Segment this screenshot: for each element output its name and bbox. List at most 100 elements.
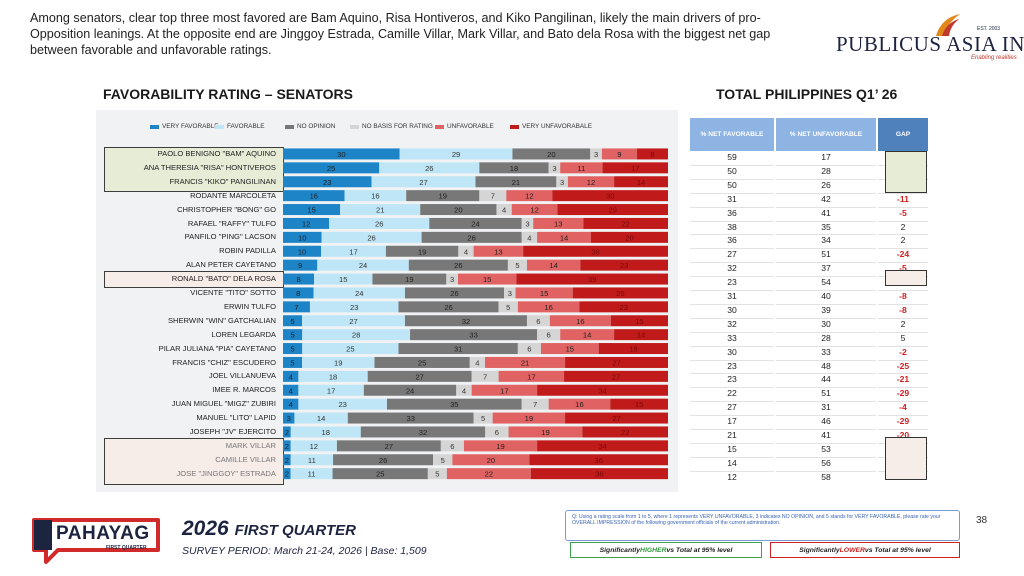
bar-segment <box>321 245 386 257</box>
bar-value-label: 5 <box>515 261 519 270</box>
gap-value: -24 <box>896 249 910 260</box>
bar-segment <box>283 440 291 452</box>
row-divider <box>776 345 876 347</box>
bar-segment <box>283 176 372 188</box>
table-cell: 17 <box>821 152 831 162</box>
bar-value-label: 12 <box>302 219 310 228</box>
bar-value-label: 21 <box>521 358 529 367</box>
bar-value-label: 27 <box>419 178 427 187</box>
gap-box-bottom <box>885 437 927 480</box>
bar-segment <box>537 384 668 396</box>
bar-segment <box>516 273 668 285</box>
row-divider <box>878 206 928 208</box>
bar-segment <box>446 273 458 285</box>
bar-segment <box>521 217 534 229</box>
table-cell: 22 <box>727 388 737 399</box>
bar-value-label: 4 <box>289 386 293 395</box>
bar-value-label: 26 <box>467 233 475 242</box>
bar-segment <box>379 162 480 174</box>
bar-segment <box>283 301 310 313</box>
row-divider <box>690 262 774 264</box>
row-divider <box>690 276 774 278</box>
table-cell: 31 <box>821 402 831 413</box>
row-divider <box>690 429 774 430</box>
row-divider <box>878 317 928 319</box>
bar-segment <box>283 454 291 466</box>
row-divider <box>690 470 774 472</box>
legend-label: UNFAVORABLE <box>447 123 494 130</box>
gap-value: 2 <box>900 221 906 232</box>
bar-segment <box>399 148 513 160</box>
gap-box-dela-rosa <box>885 270 927 286</box>
table-cell: 17 <box>727 416 737 427</box>
row-divider <box>690 206 774 208</box>
bar-segment <box>309 301 399 313</box>
bar-value-label: 3 <box>508 289 512 298</box>
bar-segment <box>363 384 457 396</box>
bar-value-label: 17 <box>527 372 535 381</box>
table-cell: 30 <box>727 304 737 315</box>
bar-value-label: 14 <box>317 414 325 423</box>
table-cell: 28 <box>821 332 831 343</box>
bar-value-label: 27 <box>612 414 620 423</box>
bar-segment <box>429 217 522 229</box>
gap-value: -29 <box>896 416 910 427</box>
header-net-unfavorable: % NET UNFAVORABLE <box>776 118 876 151</box>
bar-segment <box>371 176 476 188</box>
bar-value-label: 15 <box>483 275 491 284</box>
bar-segment <box>398 301 499 313</box>
table-cell: 39 <box>821 304 831 315</box>
row-divider <box>690 373 774 375</box>
bar-segment <box>511 204 558 216</box>
bar-segment <box>298 370 368 382</box>
row-divider <box>776 442 876 444</box>
legend-label: NO BASIS FOR RATING <box>362 123 433 130</box>
survey-period: SURVEY PERIOD: March 21-24, 2026 | Base:… <box>182 545 427 557</box>
bar-segment <box>283 329 303 341</box>
table-cell: 34 <box>821 235 831 246</box>
legend-item: VERY FAVORABLE <box>150 123 218 130</box>
table-cell: 33 <box>821 346 831 357</box>
row-divider <box>690 401 774 403</box>
row-divider <box>776 290 876 291</box>
bar-segment <box>496 204 512 216</box>
row-divider <box>878 415 928 417</box>
bar-value-label: 5 <box>290 317 294 326</box>
bar-value-label: 26 <box>375 219 383 228</box>
bar-segment <box>360 426 486 438</box>
bar-segment <box>614 329 668 341</box>
row-divider <box>878 220 928 222</box>
table-cell: 41 <box>821 430 831 440</box>
row-divider <box>878 331 928 333</box>
key-higher-word: HIGHER <box>640 546 667 554</box>
bar-segment <box>479 162 549 174</box>
row-divider <box>690 303 774 305</box>
senator-name: JOSEPH "JV" EJERCITO <box>189 427 276 436</box>
bar-value-label: 17 <box>631 164 639 173</box>
bar-segment <box>579 301 668 313</box>
bar-value-label: 26 <box>425 164 433 173</box>
table-cell: 15 <box>727 443 737 454</box>
bar-segment <box>283 287 314 299</box>
bar-value-label: 29 <box>609 206 617 215</box>
row-divider <box>690 387 774 389</box>
row-divider <box>776 248 876 250</box>
bar-value-label: 29 <box>452 150 460 159</box>
row-divider <box>878 359 928 361</box>
bar-value-label: 32 <box>419 428 427 437</box>
bar-segment <box>427 468 447 480</box>
left-section-title: FAVORABILITY RATING – SENATORS <box>103 86 353 102</box>
brand-tagline: Enabling realities <box>971 55 1017 61</box>
bar-value-label: 24 <box>355 289 363 298</box>
bar-value-label: 26 <box>454 261 462 270</box>
bar-segment <box>473 412 493 424</box>
bar-value-label: 33 <box>406 414 414 423</box>
bar-segment <box>283 384 299 396</box>
key-higher-post: vs Total at 95% level <box>666 546 733 554</box>
table-cell: 48 <box>821 360 831 371</box>
row-divider <box>878 387 928 389</box>
bar-value-label: 14 <box>560 233 568 242</box>
bar-value-label: 10 <box>298 247 306 256</box>
